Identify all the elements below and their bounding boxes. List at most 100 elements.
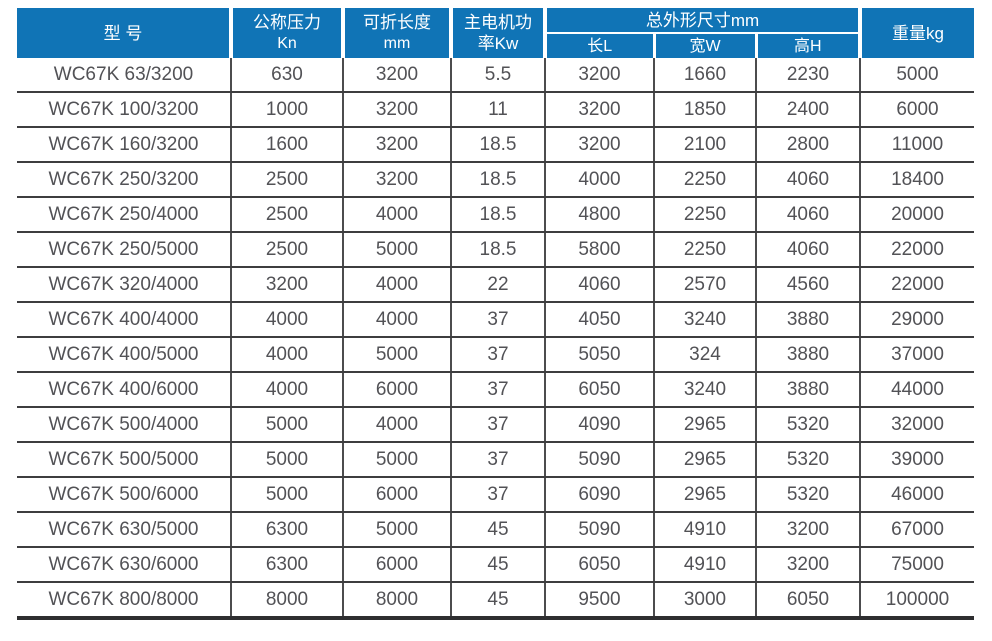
cell-power-kw: 5.5 [450,58,545,93]
cell-height-h: 4060 [755,232,860,268]
cell-pressure-kn: 2500 [230,197,343,233]
cell-power-kw: 18.5 [450,232,545,268]
cell-weight-kg: 29000 [859,302,974,338]
cell-width-w: 2250 [653,162,756,198]
table-row: WC67K 800/8000 8000 8000 45 9500 3000 6050 1000… [17,582,974,620]
cell-pressure-kn: 4000 [230,372,343,408]
cell-height-h: 3880 [755,372,860,408]
cell-height-h: 2400 [755,92,860,128]
cell-fold-length-mm: 4000 [342,197,451,233]
cell-fold-length-mm: 5000 [342,232,451,268]
cell-fold-length-mm: 8000 [342,582,451,620]
cell-power-kw: 18.5 [450,127,545,163]
cell-weight-kg: 22000 [859,232,974,268]
cell-power-kw: 37 [450,407,545,443]
cell-width-w: 2250 [653,232,756,268]
table-row: WC67K 500/5000 5000 5000 37 5090 2965 5320 3900… [17,442,974,478]
cell-height-h: 3200 [755,547,860,583]
cell-model: WC67K 250/4000 [17,197,231,233]
header-dimensions-group-label: 总外形尺寸mm [645,10,760,30]
cell-model: WC67K 320/4000 [17,267,231,303]
cell-weight-kg: 22000 [859,267,974,303]
cell-width-w: 2965 [653,442,756,478]
cell-height-h: 4560 [755,267,860,303]
machine-spec-table: 型 号 公称压力 Kn 可折长度 mm 主电机功 率Kw 总外形尺寸mm [17,8,974,620]
cell-height-h: 5320 [755,407,860,443]
table-row: WC67K 320/4000 3200 4000 22 4060 2570 4560 2200… [17,267,974,303]
cell-width-w: 2250 [653,197,756,233]
cell-power-kw: 37 [450,302,545,338]
header-dim-width: 宽W [652,32,756,58]
header-pressure-line2: Kn [277,35,297,52]
cell-length-l: 6050 [544,372,654,408]
cell-fold-length-mm: 6000 [342,372,451,408]
cell-power-kw: 37 [450,442,545,478]
cell-height-h: 3200 [755,512,860,548]
cell-width-w: 2965 [653,407,756,443]
header-fold-length: 可折长度 mm [341,8,451,58]
cell-model: WC67K 63/3200 [17,58,231,93]
cell-height-h: 3880 [755,337,860,373]
table-row: WC67K 400/6000 4000 6000 37 6050 3240 3880 4400… [17,372,974,408]
header-model: 型 号 [17,8,231,58]
cell-width-w: 2100 [653,127,756,163]
cell-width-w: 1660 [653,58,756,93]
cell-power-kw: 37 [450,477,545,513]
cell-width-w: 1850 [653,92,756,128]
header-row-1: 型 号 公称压力 Kn 可折长度 mm 主电机功 率Kw 总外形尺寸mm [17,8,974,58]
cell-model: WC67K 160/3200 [17,127,231,163]
cell-weight-kg: 32000 [859,407,974,443]
header-motor-power-line2: 率Kw [477,34,519,53]
cell-width-w: 324 [653,337,756,373]
cell-power-kw: 18.5 [450,197,545,233]
cell-weight-kg: 46000 [859,477,974,513]
cell-pressure-kn: 5000 [230,407,343,443]
cell-length-l: 4090 [544,407,654,443]
header-pressure-line1: 公称压力 [253,13,321,32]
table-body: WC67K 63/3200 630 3200 5.5 3200 1660 2230 5000 W… [17,58,974,620]
cell-model: WC67K 500/6000 [17,477,231,513]
cell-pressure-kn: 630 [230,58,343,93]
cell-height-h: 4060 [755,197,860,233]
table-row: WC67K 630/6000 6300 6000 45 6050 4910 3200 7500… [17,547,974,583]
cell-fold-length-mm: 3200 [342,58,451,93]
cell-width-w: 3240 [653,302,756,338]
cell-length-l: 6090 [544,477,654,513]
cell-fold-length-mm: 4000 [342,267,451,303]
table-row: WC67K 63/3200 630 3200 5.5 3200 1660 2230 5000 [17,58,974,93]
cell-length-l: 3200 [544,58,654,93]
cell-weight-kg: 44000 [859,372,974,408]
cell-model: WC67K 400/5000 [17,337,231,373]
cell-power-kw: 45 [450,547,545,583]
header-motor-power-line1: 主电机功 [464,13,532,32]
header-dim-length: 长L [543,32,654,58]
header-nominal-pressure: 公称压力 Kn [229,8,343,58]
cell-height-h: 5320 [755,442,860,478]
cell-length-l: 5050 [544,337,654,373]
table-row: WC67K 630/5000 6300 5000 45 5090 4910 3200 6700… [17,512,974,548]
cell-weight-kg: 5000 [859,58,974,93]
cell-pressure-kn: 1000 [230,92,343,128]
cell-fold-length-mm: 3200 [342,162,451,198]
header-row-2: 长L 宽W 高H [17,32,974,58]
cell-length-l: 5800 [544,232,654,268]
cell-weight-kg: 6000 [859,92,974,128]
cell-height-h: 3880 [755,302,860,338]
cell-length-l: 4000 [544,162,654,198]
cell-model: WC67K 500/5000 [17,442,231,478]
cell-power-kw: 22 [450,267,545,303]
cell-length-l: 5090 [544,442,654,478]
cell-length-l: 9500 [544,582,654,620]
cell-weight-kg: 100000 [859,582,974,620]
table-row: WC67K 160/3200 1600 3200 18.5 3200 2100 2800 11… [17,127,974,163]
cell-power-kw: 37 [450,337,545,373]
cell-length-l: 3200 [544,92,654,128]
cell-power-kw: 37 [450,372,545,408]
cell-height-h: 4060 [755,162,860,198]
cell-model: WC67K 250/5000 [17,232,231,268]
cell-fold-length-mm: 5000 [342,512,451,548]
cell-weight-kg: 20000 [859,197,974,233]
cell-length-l: 5090 [544,512,654,548]
cell-weight-kg: 67000 [859,512,974,548]
header-motor-power: 主电机功 率Kw [449,8,545,58]
